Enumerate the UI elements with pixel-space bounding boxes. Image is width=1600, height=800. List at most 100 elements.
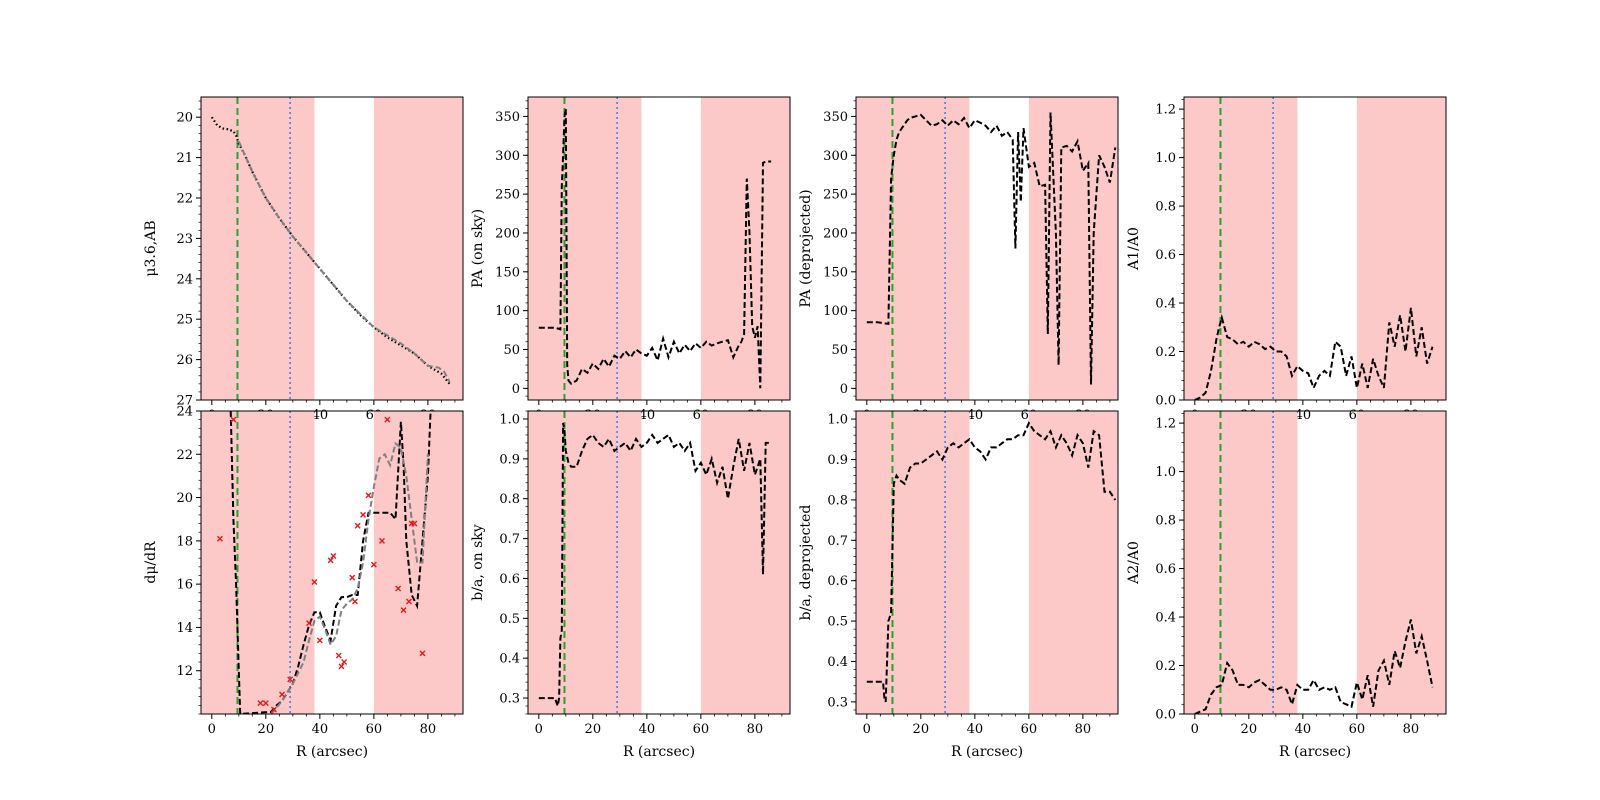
panel-ba_sky: 0 20 40 60 80 0.3 0.4 0.5 0.6 0.7 0.8 0.9 1.0 b/a, on… [470, 410, 791, 760]
series-line-1 [229, 411, 432, 714]
x-tick-label: 0 [1191, 722, 1199, 737]
scatter-point [306, 620, 313, 627]
x-tick-label: 40 [1295, 722, 1312, 737]
axes-frame [1183, 96, 1447, 401]
plot-area [538, 108, 772, 389]
y-axis-label: PA (on sky) [470, 209, 486, 288]
shaded-region [1184, 411, 1298, 714]
scatter-point [316, 637, 323, 644]
panel-pa_sky: 020406080050100150200250300350PA (on sky… [470, 96, 791, 423]
scatter-point [230, 416, 237, 423]
y-tick-label: 12 [176, 664, 193, 679]
plot-area [216, 411, 432, 714]
y-tick-label: 0.5 [827, 615, 848, 630]
y-tick-label: 0.6 [827, 574, 848, 589]
scatter-point [327, 557, 334, 564]
y-axis-label: dμ/dR [143, 541, 159, 584]
y-axis-label: b/a, on sky [470, 524, 486, 600]
scatter-point [370, 561, 377, 568]
y-tick-label: 0.6 [1155, 248, 1176, 263]
y-axis-label: A1/A0 [1126, 227, 1142, 271]
plot-area [866, 112, 1117, 385]
scatter-point [354, 522, 361, 529]
shaded-region [1028, 411, 1118, 714]
x-tick-label: 80 [747, 722, 764, 737]
y-tick-label: 1.2 [1155, 103, 1176, 118]
y-tick-label: 50 [831, 343, 848, 358]
scatter-point [365, 492, 372, 499]
series-line-1 [538, 108, 772, 389]
y-tick-label: 20 [176, 111, 193, 126]
y-tick-label: 24 [176, 272, 193, 287]
y-tick-label: 0.8 [1155, 200, 1176, 215]
shaded-region [700, 411, 790, 714]
plot-area [538, 422, 772, 707]
series-line-1 [538, 422, 772, 707]
plot-area [210, 116, 451, 385]
y-tick-label: 150 [495, 265, 520, 280]
y-tick-label: 21 [176, 151, 193, 166]
y-tick-label: 0.7 [499, 532, 520, 547]
y-tick-label: 0.3 [827, 695, 848, 710]
y-tick-label: 250 [823, 188, 848, 203]
y-tick-label: 25 [176, 313, 193, 328]
scatter-point [262, 700, 269, 707]
shaded-region [1356, 411, 1446, 714]
shaded-region [1184, 97, 1298, 400]
y-tick-label: 0.2 [1155, 345, 1176, 360]
scatter-point [360, 511, 367, 518]
axes-frame [855, 410, 1119, 715]
y-tick-label: 0.0 [1155, 394, 1176, 409]
scatter-point [405, 598, 412, 605]
scatter-point [411, 520, 418, 527]
x-tick-label: 0 [863, 722, 871, 737]
scatter-point [330, 553, 337, 560]
y-tick-label: 0.2 [1155, 659, 1176, 674]
scatter-point [419, 650, 426, 657]
shaded-region [373, 411, 463, 714]
y-tick-label: 23 [176, 232, 193, 247]
axes-frame [200, 410, 464, 715]
y-tick-label: 22 [176, 192, 193, 207]
x-tick-label: 60 [1349, 722, 1366, 737]
series-line-1 [866, 112, 1117, 385]
scatter-point [335, 652, 342, 659]
x-tick-label: 40 [1295, 408, 1312, 423]
shaded-region [201, 97, 315, 400]
x-tick-label: 40 [312, 408, 329, 423]
shaded-region [201, 411, 315, 714]
shaded-region [856, 97, 970, 400]
y-tick-label: 200 [823, 226, 848, 241]
y-tick-label: 150 [823, 265, 848, 280]
scatter-point [311, 578, 318, 585]
plot-area [1194, 307, 1434, 400]
x-tick-label: 80 [420, 722, 437, 737]
x-tick-label: 0 [208, 722, 216, 737]
y-axis-label: PA (deprojected) [798, 189, 814, 307]
scatter-point [351, 598, 358, 605]
x-tick-label: 40 [639, 722, 656, 737]
shaded-region [1356, 97, 1446, 400]
x-tick-label: 40 [312, 722, 329, 737]
y-tick-label: 0.4 [1155, 611, 1176, 626]
scatter-point [378, 537, 385, 544]
shaded-region [856, 411, 970, 714]
x-tick-label: 80 [1403, 722, 1420, 737]
y-tick-label: 22 [176, 448, 193, 463]
y-tick-label: 0 [512, 382, 520, 397]
y-tick-label: 350 [823, 110, 848, 125]
y-tick-label: 0.8 [1155, 514, 1176, 529]
y-tick-label: 300 [823, 149, 848, 164]
x-tick-label: 80 [1075, 722, 1092, 737]
scatter-point [384, 416, 391, 423]
y-tick-label: 0.0 [1155, 708, 1176, 723]
y-tick-label: 0.5 [499, 612, 520, 627]
scatter-point [341, 659, 348, 666]
y-tick-label: 14 [176, 621, 193, 636]
x-axis-label: R (arcsec) [951, 744, 1023, 760]
y-tick-label: 0.8 [827, 493, 848, 508]
y-tick-label: 100 [823, 304, 848, 319]
y-tick-label: 26 [176, 353, 193, 368]
x-tick-label: 20 [913, 722, 930, 737]
